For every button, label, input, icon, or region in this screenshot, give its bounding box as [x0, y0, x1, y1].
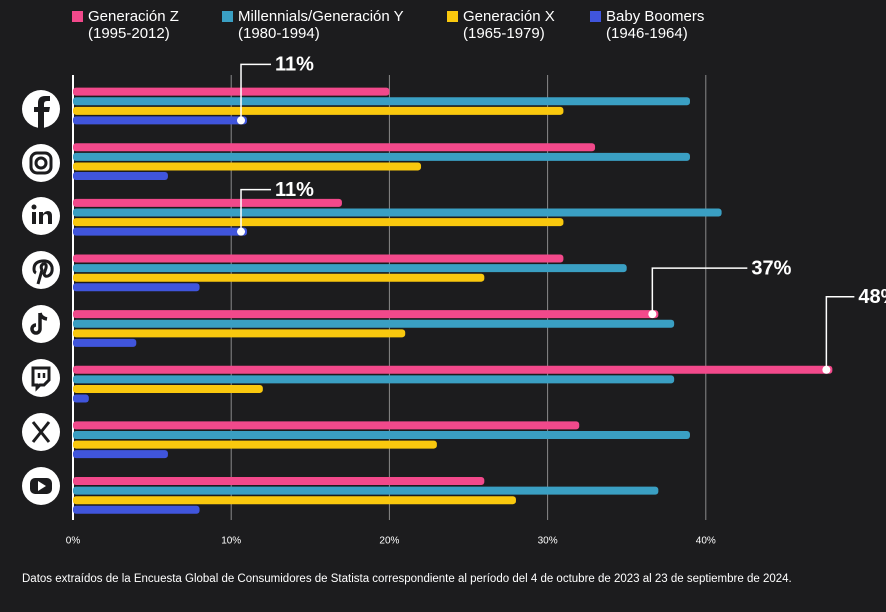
data-label: 48% — [858, 286, 886, 308]
bar — [73, 496, 516, 505]
leader-dot — [648, 310, 657, 319]
bar — [73, 476, 485, 485]
x-tick-label: 40% — [696, 536, 716, 547]
bar — [73, 338, 137, 347]
legend-label: Millennials/Generación Y (1980-1994) — [238, 8, 404, 42]
bar — [73, 310, 659, 319]
bar — [73, 375, 675, 384]
bar — [73, 87, 390, 96]
legend-item: Generación X (1965-1979) — [447, 8, 555, 42]
bar — [73, 486, 659, 495]
bar — [73, 384, 263, 393]
legend-item: Baby Boomers (1946-1964) — [590, 8, 704, 42]
leader-line — [240, 63, 272, 121]
icons — [22, 90, 60, 505]
data-label: 11% — [275, 54, 314, 76]
bar — [73, 365, 833, 374]
bar — [73, 505, 200, 514]
bar — [73, 218, 564, 227]
bar — [73, 273, 485, 282]
legend-item: Generación Z (1995-2012) — [72, 8, 179, 42]
bar — [73, 440, 437, 449]
x-tick-label: 20% — [379, 536, 399, 547]
bar — [73, 319, 675, 328]
legend-label: Generación Z (1995-2012) — [88, 8, 179, 42]
x-tick-label: 0% — [66, 536, 81, 547]
bar — [73, 152, 690, 161]
bar — [73, 116, 248, 125]
legend-swatch — [590, 11, 601, 22]
leader-dot — [237, 116, 246, 125]
data-label: 37% — [751, 257, 791, 279]
bar — [73, 198, 342, 207]
bar — [73, 106, 564, 115]
legend-item: Millennials/Generación Y (1980-1994) — [222, 8, 404, 42]
leader-line — [651, 267, 748, 315]
bar — [73, 394, 89, 403]
legend-swatch — [222, 11, 233, 22]
bar — [73, 283, 200, 292]
bar — [73, 329, 406, 338]
leader-line — [825, 295, 855, 370]
bar — [73, 97, 690, 106]
bar — [73, 450, 168, 459]
bar — [73, 208, 722, 217]
leader-dot — [822, 365, 831, 374]
data-label: 11% — [275, 179, 314, 201]
x-tick-label: 10% — [221, 536, 241, 547]
x-tick-label: 30% — [538, 536, 558, 547]
leader-dot — [237, 227, 246, 236]
bar — [73, 254, 564, 263]
bar — [73, 264, 627, 273]
footnote: Datos extraídos de la Encuesta Global de… — [22, 573, 792, 585]
bar — [73, 143, 596, 152]
legend-swatch — [447, 11, 458, 22]
bar — [73, 162, 422, 171]
bar — [73, 421, 580, 430]
bar — [73, 227, 248, 236]
legend-label: Generación X (1965-1979) — [463, 8, 555, 42]
bar — [73, 430, 690, 439]
bar — [73, 172, 168, 181]
leader-line — [240, 188, 272, 232]
legend-swatch — [72, 11, 83, 22]
legend-label: Baby Boomers (1946-1964) — [606, 8, 705, 42]
